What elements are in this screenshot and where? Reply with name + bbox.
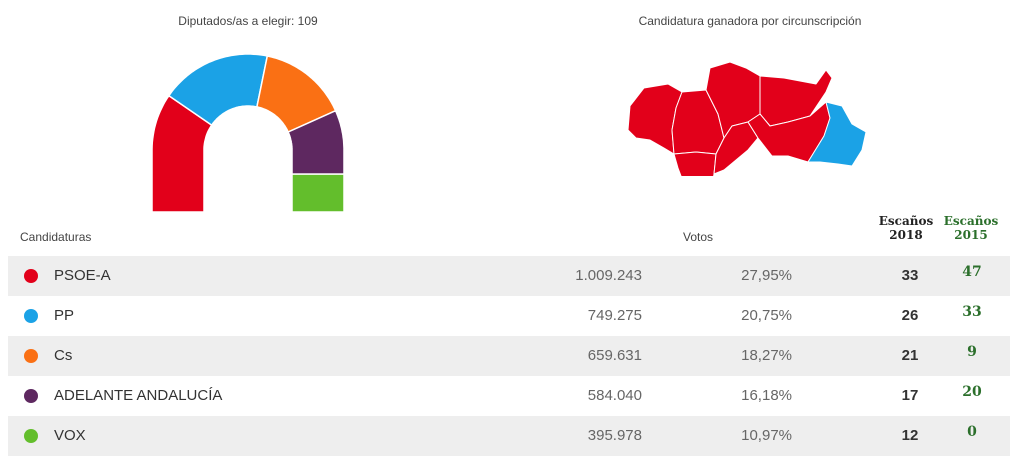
header-escanos-2015-line2: 2015 [954,228,988,242]
party-percentage: 16,18% [741,387,792,404]
party-percentage: 20,75% [741,307,792,324]
party-name: VOX [54,427,86,444]
party-color-dot [24,269,38,283]
party-seats-2018: 33 [901,267,919,284]
header-escanos-2018-line2: 2018 [889,228,923,242]
table-row: PP 749.275 20,75% 26 33 [8,296,1010,336]
header-escanos-2018: Escaños 2018 [868,214,944,242]
table-row: Cs 659.631 18,27% 21 9 [8,336,1010,376]
hemicycle-segment-vox [291,173,345,213]
party-seats-2015: 0 [967,424,977,440]
party-seats-2018: 17 [901,387,919,404]
table-row: PSOE-A 1.009.243 27,95% 33 47 [8,256,1010,296]
header-candidaturas: Candidaturas [20,230,92,244]
party-seats-2015: 33 [962,304,982,320]
seat-hemicycle-chart [151,53,345,213]
party-percentage: 10,97% [741,427,792,444]
party-color-dot [24,349,38,363]
party-seats-2018: 12 [901,427,919,444]
header-escanos-2015: Escaños 2015 [940,214,1002,242]
party-votes: 659.631 [587,347,642,364]
andalucia-winner-map [627,61,867,176]
party-percentage: 27,95% [741,267,792,284]
party-color-dot [24,429,38,443]
party-votes: 584.040 [587,387,642,404]
party-votes: 749.275 [587,307,642,324]
party-seats-2018: 26 [901,307,919,324]
results-table: PSOE-A 1.009.243 27,95% 33 47 PP 749.275 20,75%… [8,256,1010,456]
table-row: VOX 395.978 10,97% 12 0 [8,416,1010,456]
header-escanos-2015-line1: Escaños [943,214,999,228]
party-name: PP [54,307,75,324]
party-color-dot [24,389,38,403]
table-row: ADELANTE ANDALUCÍA 584.040 16,18% 17 20 [8,376,1010,416]
party-name: PSOE-A [54,267,111,284]
hemicycle-title: Diputados/as a elegir: 109 [178,14,318,28]
party-color-dot [24,309,38,323]
party-votes: 1.009.243 [575,267,642,284]
party-seats-2015: 47 [962,264,982,280]
party-percentage: 18,27% [741,347,792,364]
party-seats-2018: 21 [901,347,919,364]
map-cadiz [673,151,717,176]
party-votes: 395.978 [587,427,642,444]
party-seats-2015: 20 [962,384,982,400]
party-name: ADELANTE ANDALUCÍA [54,387,223,404]
party-seats-2015: 9 [967,344,977,360]
map-almeria [807,101,867,167]
party-name: Cs [54,347,73,364]
map-title: Candidatura ganadora por circunscripción [638,14,862,28]
header-votos: Votos [683,230,714,244]
header-escanos-2018-line1: Escaños [878,214,934,228]
